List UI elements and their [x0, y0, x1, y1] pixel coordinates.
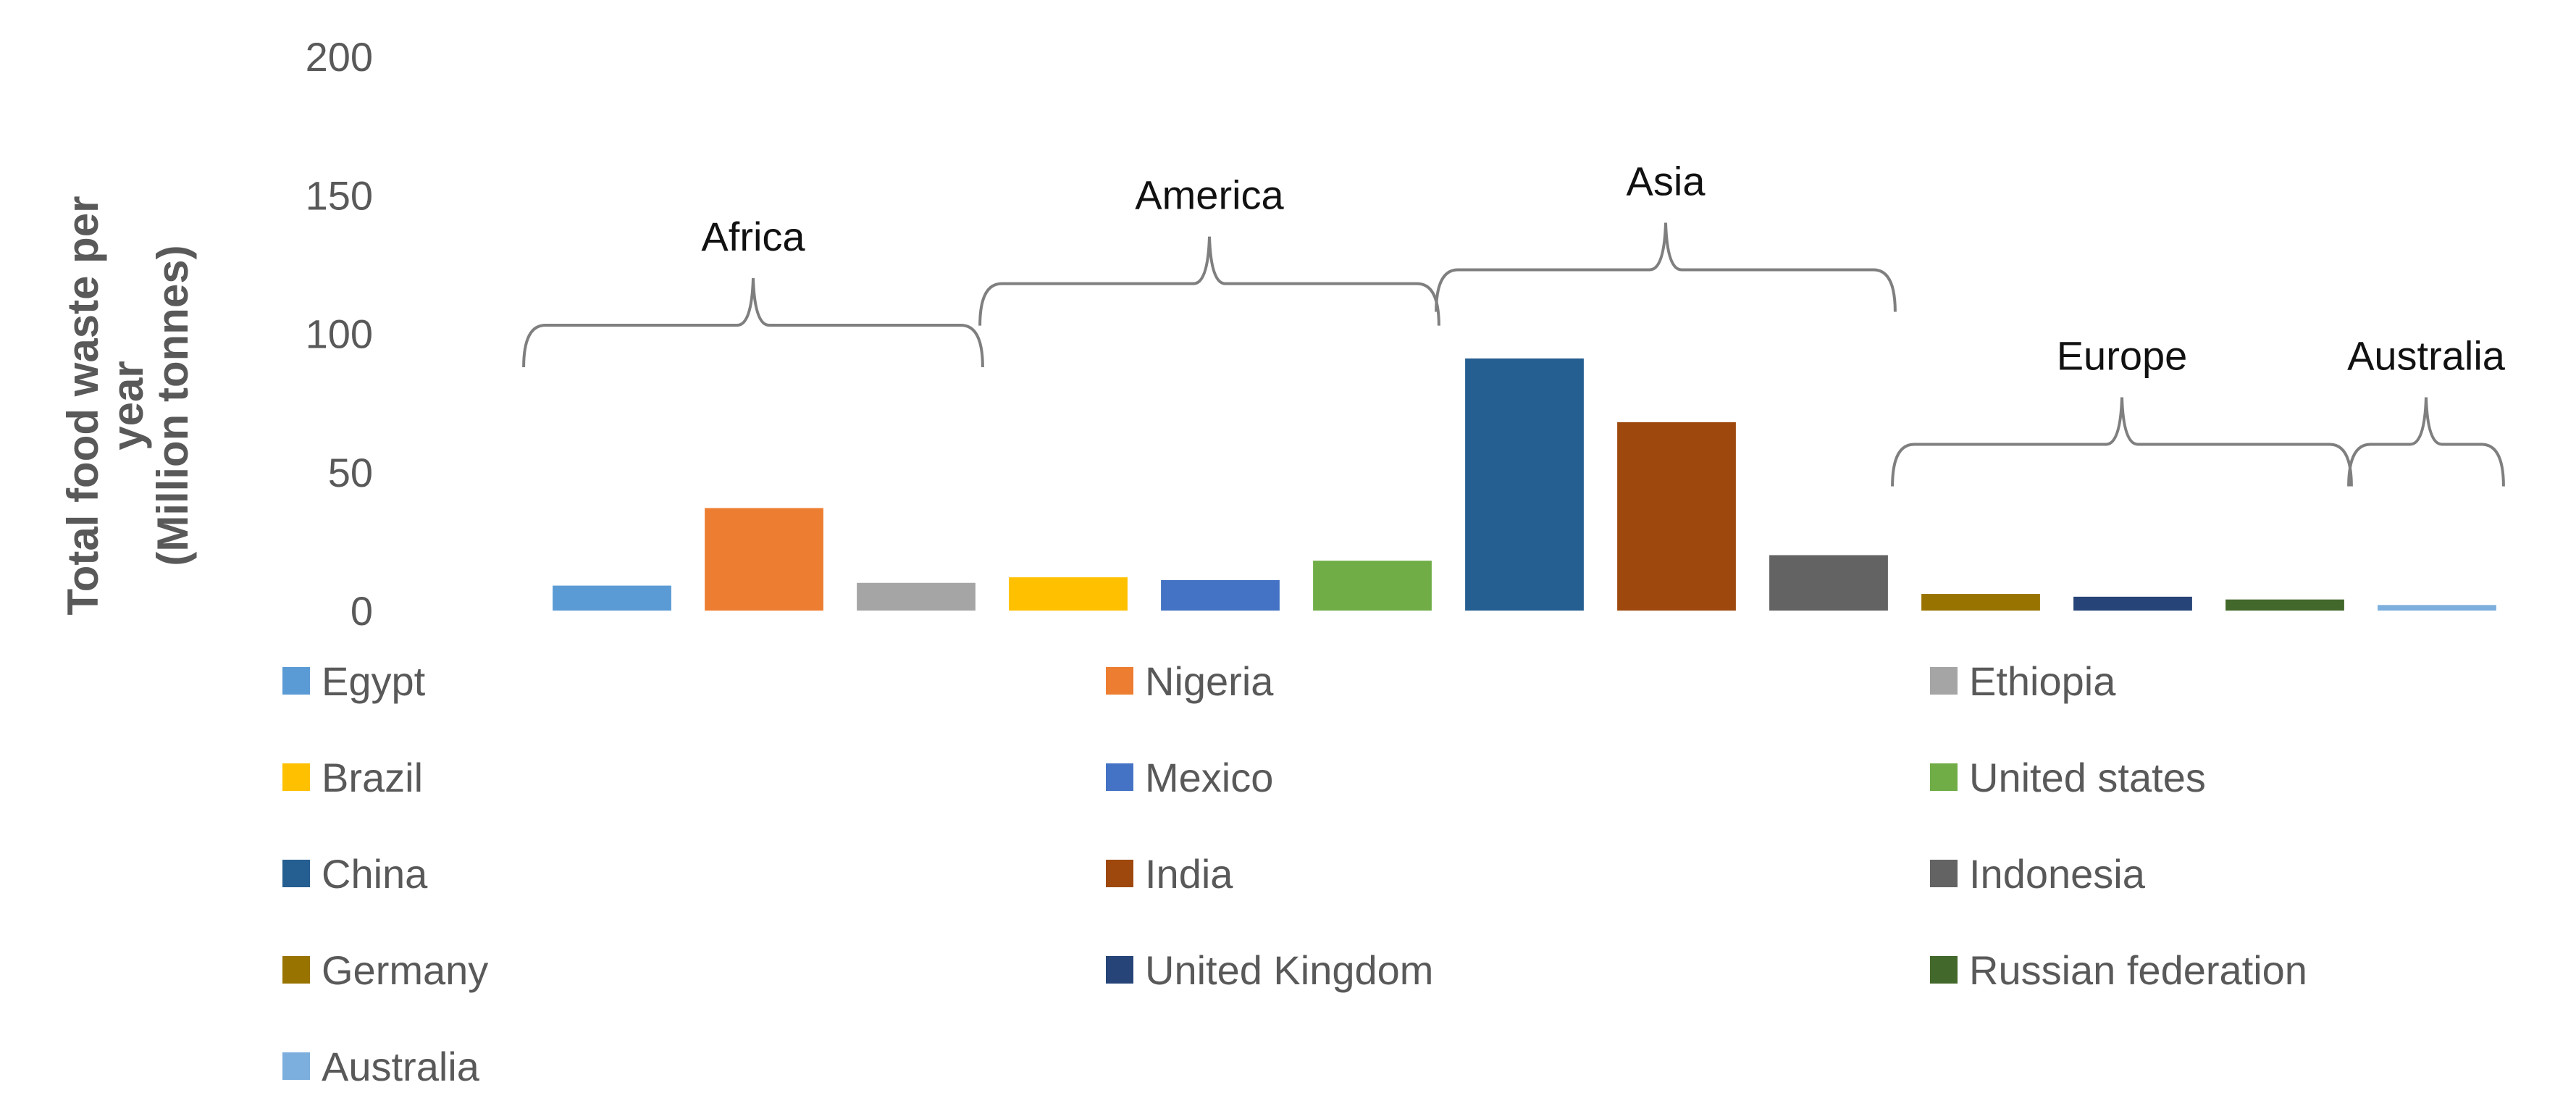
region-bracket — [1891, 397, 2353, 487]
legend-swatch — [282, 763, 310, 791]
legend-item: Mexico — [1106, 755, 1273, 800]
region-label: Australia — [2347, 333, 2506, 379]
y-axis-title-line: year — [104, 361, 152, 450]
y-tick-label: 0 — [351, 588, 373, 634]
bars — [553, 358, 2496, 611]
legend-item: Ethiopia — [1930, 658, 2116, 704]
legend-label: India — [1145, 851, 1233, 897]
bar-egypt — [553, 585, 671, 611]
bar-russian-federation — [2225, 599, 2344, 611]
legend-swatch — [1106, 956, 1133, 984]
legend-item: United Kingdom — [1106, 947, 1433, 993]
region-bracket — [1435, 222, 1897, 312]
y-tick-label: 100 — [306, 311, 373, 357]
bar-india — [1617, 422, 1736, 611]
legend-label: Mexico — [1145, 755, 1273, 800]
legend-swatch — [282, 956, 310, 984]
y-axis-title: Total food waste peryear(Million tonnes) — [59, 196, 197, 616]
y-axis-title-line: Total food waste per — [59, 196, 107, 616]
legend-label: Brazil — [322, 755, 423, 800]
y-axis-title-text: Total food waste peryear(Million tonnes) — [59, 196, 197, 616]
y-axis-title-line: (Million tonnes) — [148, 245, 197, 566]
bar-united-kingdom — [2073, 596, 2192, 611]
y-axis-tick-labels: 0 50 100 150 200 — [306, 34, 373, 634]
y-tick-label: 200 — [306, 34, 373, 80]
legend-item: Australia — [282, 1044, 480, 1089]
legend-label: Germany — [322, 947, 488, 993]
legend-swatch — [1106, 860, 1133, 887]
region-bracket — [522, 277, 984, 368]
legend-item: Indonesia — [1930, 851, 2146, 897]
bar-germany — [1921, 594, 2040, 611]
y-tick-label: 50 — [328, 450, 373, 495]
legend-swatch — [1930, 860, 1958, 887]
legend-swatch — [1930, 667, 1958, 695]
bar-australia — [2378, 605, 2496, 611]
bar-nigeria — [705, 508, 823, 611]
region-bracket — [978, 236, 1440, 326]
legend-label: Ethiopia — [1969, 658, 2116, 704]
bar-brazil — [1009, 577, 1128, 611]
region-label: Africa — [701, 214, 805, 259]
bar-united-states — [1313, 561, 1432, 611]
legend: Egypt Nigeria Ethiopia Brazil Mexico United s… — [282, 658, 2307, 1089]
legend-item: Russian federation — [1930, 947, 2307, 993]
legend-label: United states — [1969, 755, 2206, 800]
legend-swatch — [1930, 956, 1958, 984]
legend-item: China — [282, 851, 428, 897]
region-bracket — [2347, 397, 2505, 487]
y-tick-label: 150 — [306, 172, 373, 218]
region-brackets: Africa America Asia Europe Australia — [522, 159, 2506, 487]
legend-label: Russian federation — [1969, 947, 2307, 993]
bar-mexico — [1161, 579, 1280, 611]
legend-item: India — [1106, 851, 1233, 897]
region-label: America — [1135, 172, 1284, 218]
legend-item: Nigeria — [1106, 658, 1274, 704]
bar-china — [1465, 358, 1584, 611]
legend-label: United Kingdom — [1145, 947, 1433, 993]
bar-ethiopia — [857, 582, 976, 611]
legend-item: Egypt — [282, 658, 426, 704]
legend-label: Indonesia — [1969, 851, 2146, 897]
legend-item: United states — [1930, 755, 2206, 800]
legend-swatch — [282, 860, 310, 887]
legend-swatch — [1106, 763, 1133, 791]
legend-label: Australia — [322, 1044, 480, 1089]
bar-indonesia — [1769, 555, 1888, 611]
legend-label: China — [322, 851, 428, 897]
legend-item: Germany — [282, 947, 488, 993]
legend-swatch — [282, 667, 310, 695]
legend-label: Nigeria — [1145, 658, 1274, 704]
region-label: Europe — [2057, 333, 2188, 379]
legend-swatch — [1930, 763, 1958, 791]
region-label: Asia — [1627, 159, 1706, 204]
legend-label: Egypt — [322, 658, 426, 704]
legend-swatch — [1106, 667, 1133, 695]
legend-swatch — [282, 1052, 310, 1080]
legend-item: Brazil — [282, 755, 423, 800]
